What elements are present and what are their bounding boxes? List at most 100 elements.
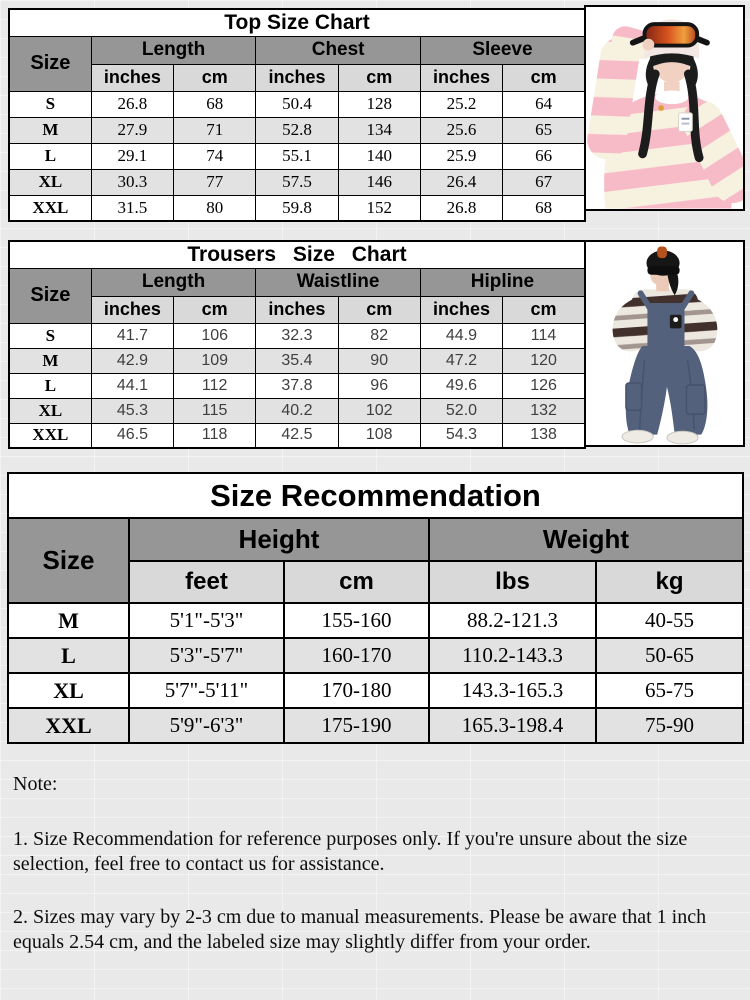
- value-cell: 52.0: [419, 397, 504, 424]
- value-cell: 25.6: [419, 116, 504, 144]
- notes-heading: Note:: [13, 773, 58, 795]
- value-cell: 35.4: [255, 347, 339, 374]
- value-cell: 59.8: [255, 194, 339, 222]
- value-cell: 37.8: [255, 372, 339, 399]
- value-cell: 152: [337, 194, 421, 222]
- top-size-chart: Top Size Chart Size Length Chest Sleeve …: [8, 8, 586, 222]
- value-cell: 44.9: [419, 322, 504, 349]
- value-cell: 110.2-143.3: [428, 637, 597, 674]
- chest-tag: [658, 105, 693, 132]
- value-cell: 120: [502, 347, 586, 374]
- size-recommendation-table: Size Recommendation Size Height Weight f…: [6, 472, 745, 744]
- unit-header-inches: inches: [255, 63, 339, 92]
- size-cell: M: [8, 347, 92, 374]
- value-cell: 160-170: [283, 637, 430, 674]
- value-cell: 26.4: [419, 168, 504, 196]
- value-cell: 115: [173, 397, 257, 424]
- value-cell: 5'7"-5'11": [128, 672, 285, 709]
- table-row: M 27.9 71 52.8 134 25.6 65: [8, 116, 586, 144]
- length-group-header: Length: [90, 35, 257, 65]
- top-chart-group-row: Size Length Chest Sleeve: [8, 35, 586, 92]
- top-chart-title: Top Size Chart: [8, 8, 586, 37]
- sleeve-group-header: Sleeve: [419, 35, 586, 65]
- value-cell: 42.5: [255, 422, 339, 449]
- ski-goggles: [629, 22, 710, 48]
- value-cell: 128: [337, 90, 421, 118]
- value-cell: 155-160: [283, 602, 430, 639]
- value-cell: 138: [502, 422, 586, 449]
- size-cell: L: [8, 372, 92, 399]
- unit-header-cm: cm: [502, 63, 586, 92]
- trousers-chart-unit-row: inches cm inches cm inches cm: [9, 295, 586, 324]
- value-cell: 46.5: [90, 422, 175, 449]
- size-cell: L: [7, 637, 130, 674]
- table-row: M 5'1"-5'3" 155-160 88.2-121.3 40-55: [7, 602, 745, 639]
- unit-header-inches: inches: [419, 63, 504, 92]
- reco-chart-unit-row: feet cm lbs kg: [8, 560, 745, 604]
- hipline-group-header: Hipline: [419, 267, 586, 297]
- trousers-size-chart: Trousers Size Chart Size Length Waistlin…: [8, 240, 586, 449]
- value-cell: 25.2: [419, 90, 504, 118]
- table-row: XXL 31.5 80 59.8 152 26.8 68: [8, 194, 586, 222]
- braid-right: [684, 69, 704, 163]
- table-row: XL 30.3 77 57.5 146 26.4 67: [8, 168, 586, 196]
- value-cell: 165.3-198.4: [428, 707, 597, 744]
- value-cell: 108: [337, 422, 421, 449]
- cargo-pocket: [625, 382, 643, 412]
- unit-header-inches: inches: [419, 295, 504, 324]
- unit-header-cm: cm: [173, 63, 257, 92]
- trousers-product-photo: [584, 240, 745, 447]
- value-cell: 40-55: [594, 602, 745, 639]
- value-cell: 75-90: [594, 707, 745, 744]
- unit-header-lbs: lbs: [428, 560, 597, 604]
- unit-header-cm: cm: [337, 63, 421, 92]
- note-item-2: 2. Sizes may vary by 2-3 cm due to manua…: [13, 906, 707, 953]
- note-item-1: 1. Size Recommendation for reference pur…: [13, 828, 688, 875]
- value-cell: 54.3: [419, 422, 504, 449]
- value-cell: 134: [337, 116, 421, 144]
- unit-header-inches: inches: [90, 63, 175, 92]
- value-cell: 5'3"-5'7": [128, 637, 285, 674]
- trousers-chart-body: S 41.7 106 32.3 82 44.9 114 M 42.9 109 35.4 90 47.2 1…: [8, 322, 586, 449]
- top-chart-body: S 26.8 68 50.4 128 25.2 64 M 27.9 71 52.8 134 25.6 65…: [8, 90, 586, 222]
- value-cell: 5'9"-6'3": [128, 707, 285, 744]
- value-cell: 50.4: [255, 90, 339, 118]
- size-cell: M: [8, 116, 92, 144]
- table-row: XXL 46.5 118 42.5 108 54.3 138: [8, 422, 586, 449]
- bib-overalls: [625, 290, 708, 435]
- top-chart-unit-row: inches cm inches cm inches cm: [9, 63, 586, 92]
- value-cell: 40.2: [255, 397, 339, 424]
- model-head: [646, 246, 680, 296]
- cargo-pocket: [685, 384, 706, 415]
- value-cell: 25.9: [419, 142, 504, 170]
- value-cell: 67: [502, 168, 586, 196]
- unit-header-inches: inches: [255, 295, 339, 324]
- value-cell: 90: [337, 347, 421, 374]
- size-cell: XXL: [8, 422, 92, 449]
- sneakers: [621, 429, 699, 445]
- value-cell: 88.2-121.3: [428, 602, 597, 639]
- table-row: XXL 5'9"-6'3" 175-190 165.3-198.4 75-90: [7, 707, 745, 744]
- value-cell: 57.5: [255, 168, 339, 196]
- value-cell: 55.1: [255, 142, 339, 170]
- value-cell: 41.7: [90, 322, 175, 349]
- size-cell: S: [8, 322, 92, 349]
- value-cell: 114: [502, 322, 586, 349]
- value-cell: 68: [173, 90, 257, 118]
- value-cell: 82: [337, 322, 421, 349]
- hand: [642, 38, 655, 51]
- reco-chart-title-row: Size Recommendation: [6, 472, 745, 519]
- size-cell: S: [8, 90, 92, 118]
- size-cell: L: [8, 142, 92, 170]
- value-cell: 26.8: [419, 194, 504, 222]
- unit-header-cm: cm: [337, 295, 421, 324]
- table-row: S 26.8 68 50.4 128 25.2 64: [8, 90, 586, 118]
- size-cell: XL: [8, 397, 92, 424]
- value-cell: 32.3: [255, 322, 339, 349]
- value-cell: 30.3: [90, 168, 175, 196]
- reco-chart-title: Size Recommendation: [6, 472, 745, 519]
- value-cell: 118: [173, 422, 257, 449]
- value-cell: 106: [173, 322, 257, 349]
- notes-section: Note: 1. Size Recommendation for referen…: [13, 772, 739, 983]
